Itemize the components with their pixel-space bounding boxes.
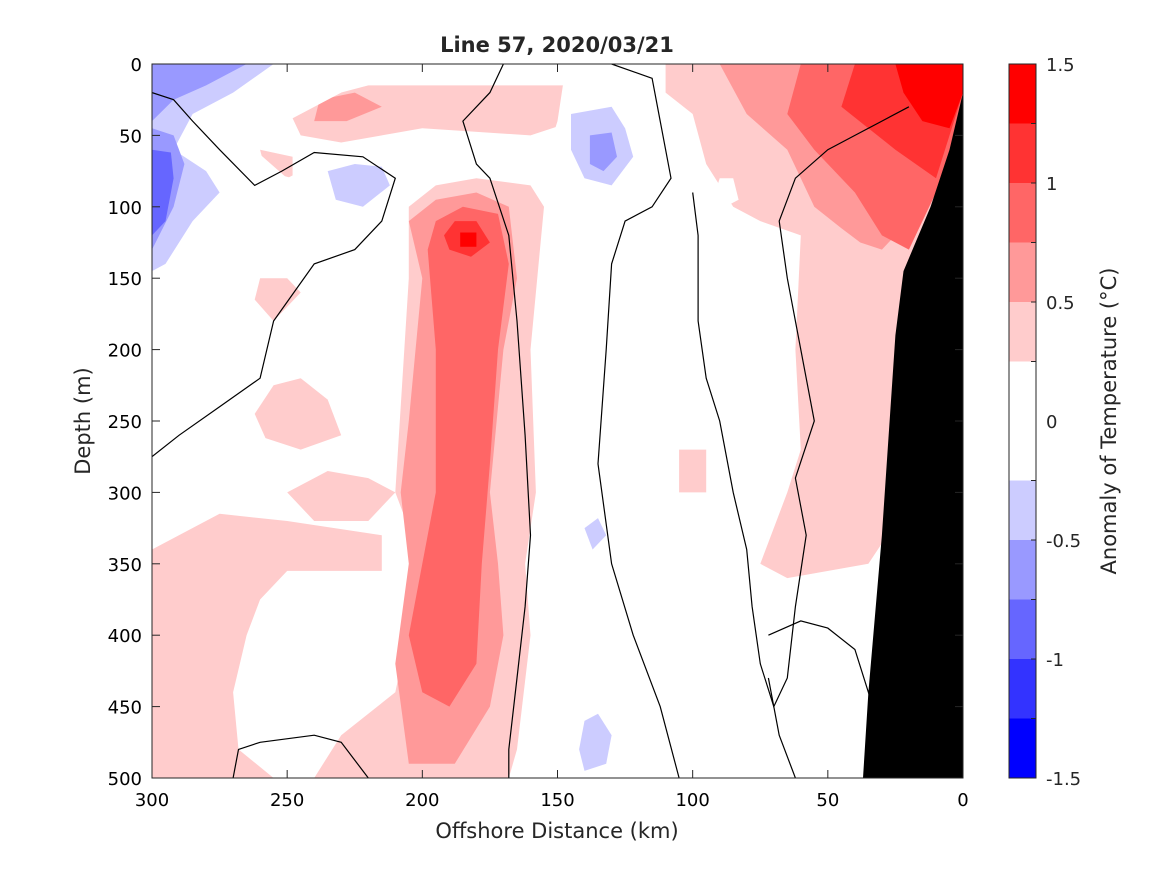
colorbar-band	[1009, 480, 1036, 540]
colorbar-band	[1009, 718, 1036, 778]
zero-contour-line	[462, 64, 532, 778]
colorbar-tick-label: 1.5	[1046, 55, 1075, 76]
colorbar-frame	[1008, 63, 1037, 779]
y-tick-label: 300	[108, 483, 142, 504]
colorbar-tick-label: 1	[1046, 174, 1057, 195]
y-axis-label: Depth (m)	[71, 367, 95, 474]
colorbar-tick-label: -0.5	[1046, 531, 1081, 552]
chart-title: Line 57, 2020/03/21	[440, 33, 674, 57]
zero-contour-line	[152, 92, 397, 458]
y-tick-label: 50	[119, 126, 142, 147]
contour-region	[152, 64, 247, 122]
x-tick-label: 0	[957, 790, 968, 811]
contour-region	[895, 64, 963, 129]
colorbar-band	[1009, 361, 1036, 481]
contour-region	[327, 164, 390, 207]
contour-region	[254, 378, 342, 450]
colorbar-band	[1009, 599, 1036, 659]
contour-region	[152, 64, 274, 272]
colorbar-band	[1009, 540, 1036, 600]
x-axis-ticks: 300 250 200 150 100 50 0	[135, 64, 969, 811]
y-tick-label: 250	[108, 412, 142, 433]
y-tick-label: 100	[108, 198, 142, 219]
colorbar-band	[1009, 64, 1036, 124]
contour-region	[579, 713, 612, 771]
contour-region	[714, 178, 739, 207]
colorbar-bands	[1009, 64, 1036, 778]
contour-region	[287, 85, 639, 143]
colorbar-label: Anomaly of Temperature (°C)	[1097, 268, 1121, 575]
contour-region	[152, 513, 382, 778]
x-tick-label: 300	[135, 790, 169, 811]
bathymetry	[863, 92, 963, 778]
colorbar-band	[1009, 659, 1036, 719]
y-tick-label: 400	[108, 626, 142, 647]
bathymetry-layer	[863, 92, 963, 778]
y-axis-ticks: 0 50 100 150 200 250 300 350 400 450 500	[108, 55, 963, 790]
contour-region	[584, 518, 607, 550]
x-tick-label: 250	[270, 790, 304, 811]
y-tick-label: 500	[108, 769, 142, 790]
contour-region	[287, 471, 396, 521]
contour-region	[152, 149, 174, 236]
colorbar-tick-label: 0.5	[1046, 293, 1075, 314]
colorbar-band	[1009, 242, 1036, 302]
contour-region	[408, 206, 509, 707]
x-tick-label: 150	[540, 790, 574, 811]
contour-region	[679, 449, 707, 493]
contour-region	[314, 92, 382, 122]
y-tick-label: 200	[108, 341, 142, 362]
colorbar-band	[1009, 302, 1036, 362]
plot-area	[151, 63, 964, 779]
zero-contour-line	[767, 677, 796, 778]
colorbar-tick-label: 0	[1046, 412, 1057, 433]
x-tick-label: 50	[816, 790, 839, 811]
y-tick-label: 0	[131, 55, 142, 76]
colorbar: 1.5 1 0.5 0 -0.5 -1 -1.5	[1008, 55, 1081, 790]
zero-contour-line	[232, 734, 369, 778]
contour-region	[254, 278, 301, 321]
y-tick-label: 450	[108, 698, 142, 719]
contour-region	[460, 232, 477, 247]
colorbar-tick-label: -1	[1046, 650, 1064, 671]
y-tick-label: 150	[108, 269, 142, 290]
x-axis-label: Offshore Distance (km)	[435, 819, 678, 843]
x-tick-label: 100	[675, 790, 709, 811]
contour-region	[589, 132, 617, 172]
colorbar-ticks: 1.5 1 0.5 0 -0.5 -1 -1.5	[1031, 55, 1081, 790]
contour-fill-layer	[152, 64, 963, 778]
colorbar-band	[1009, 123, 1036, 183]
colorbar-tick-label: -1.5	[1046, 769, 1081, 790]
x-tick-label: 200	[405, 790, 439, 811]
y-tick-label: 350	[108, 555, 142, 576]
zero-contour-line	[597, 64, 680, 778]
zero-contour-line	[692, 106, 910, 709]
colorbar-band	[1009, 183, 1036, 243]
